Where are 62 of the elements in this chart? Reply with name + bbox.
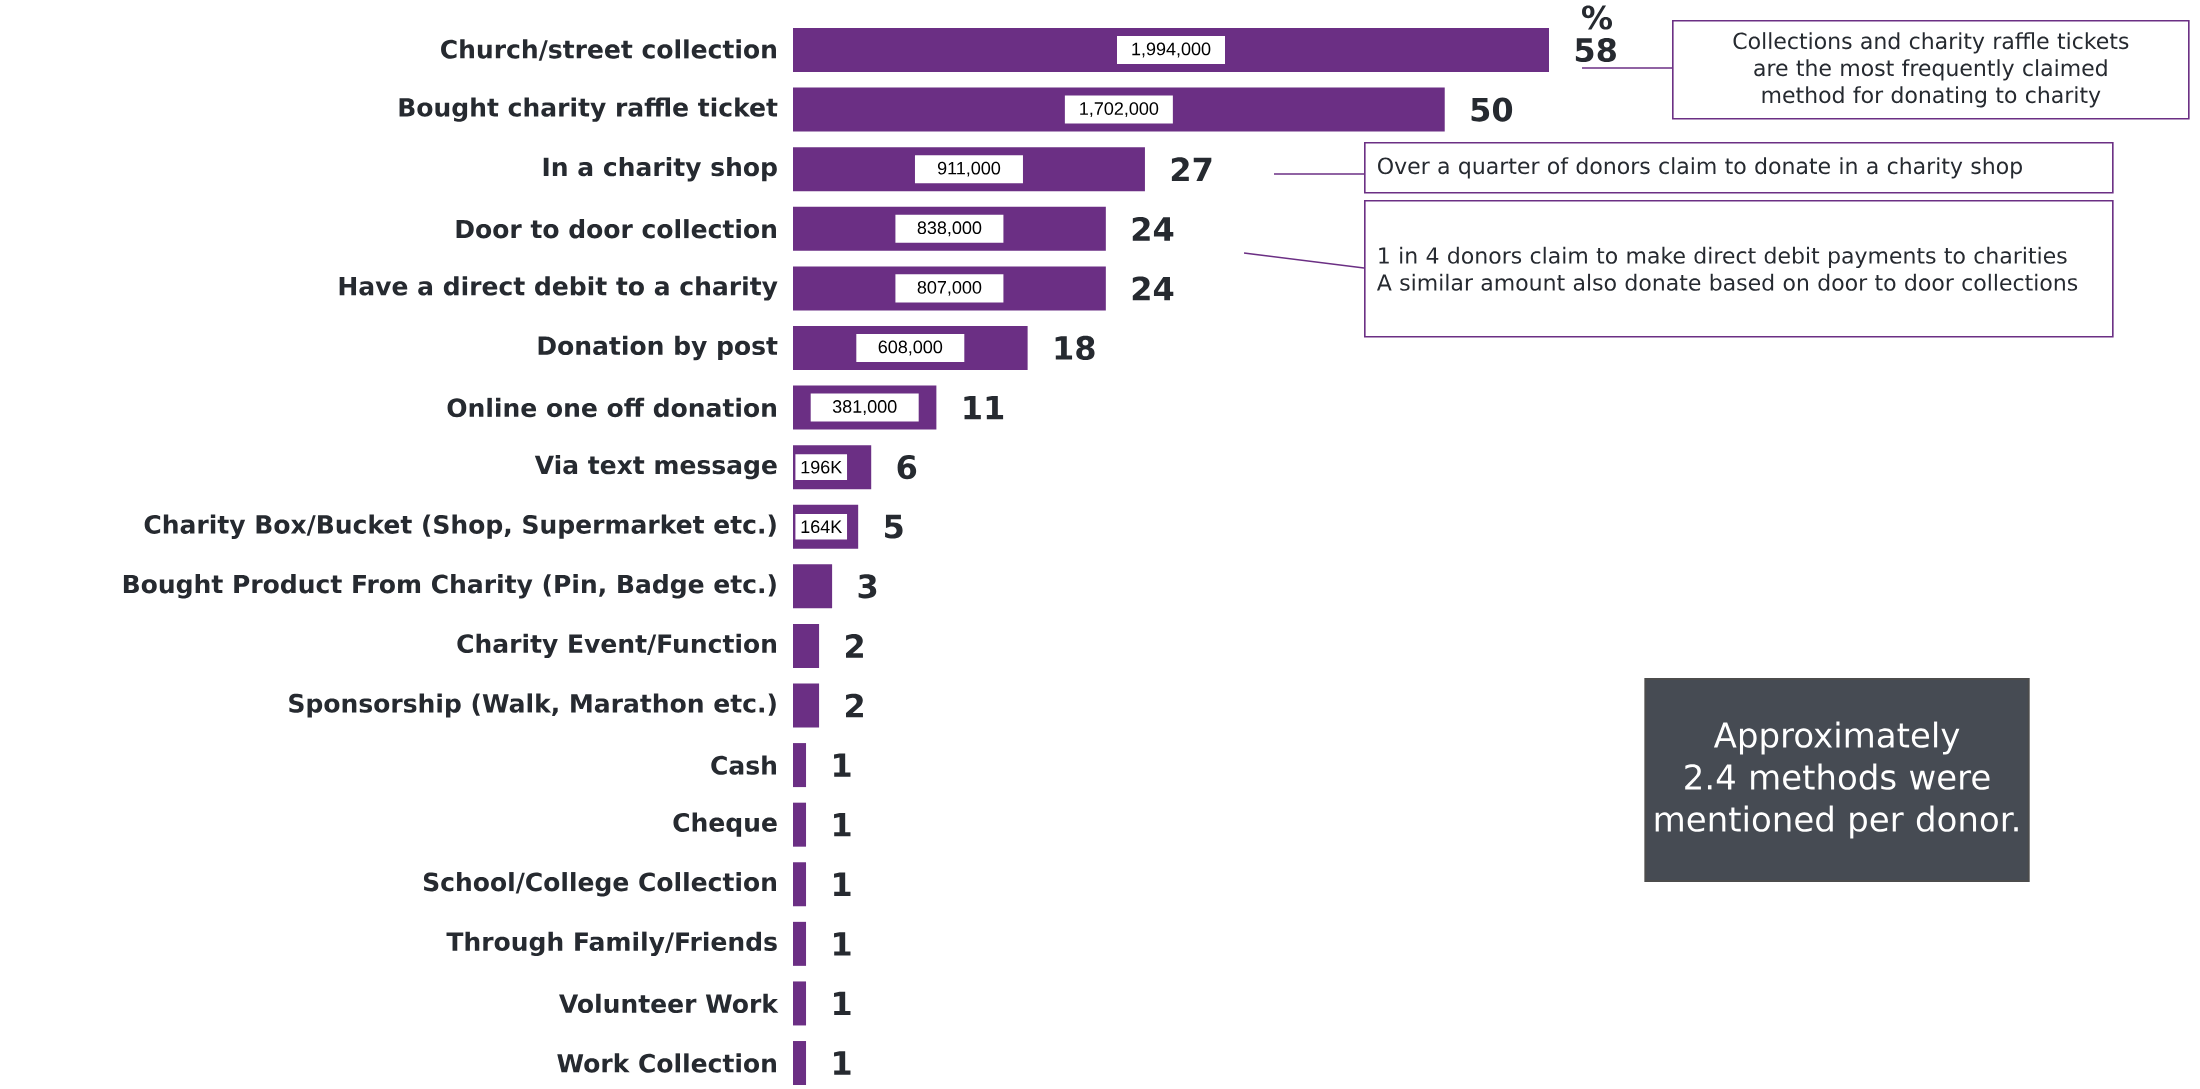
- y-tick-label: Bought charity raffle ticket: [399, 97, 778, 122]
- bar: [793, 981, 807, 1026]
- annotation: 838,000: [917, 221, 982, 237]
- data-label: 1: [834, 932, 851, 956]
- y-tick-label: Cash: [711, 755, 776, 775]
- y-tick-label: Through Family/Friends: [446, 931, 777, 957]
- annotation: 1,994,000: [1132, 42, 1211, 58]
- bar: [793, 921, 807, 966]
- data-label: 1: [834, 813, 851, 837]
- annotation: 608,000: [878, 340, 943, 356]
- bar: [793, 623, 820, 668]
- annotation: Over a quarter of donors claim to donate in a charity shop: [1378, 157, 2022, 179]
- y-tick-label: Work Collection: [557, 1053, 776, 1073]
- bar: [793, 743, 807, 788]
- y-tick-label: Cheque: [673, 812, 777, 837]
- y-tick-label: In a charity shop: [543, 156, 777, 182]
- bar: [793, 802, 807, 847]
- data-label: 6: [897, 455, 917, 480]
- y-tick-label: Online one off donation: [447, 397, 776, 418]
- x-axis-title: %: [1582, 5, 1613, 30]
- bar: [793, 1041, 807, 1086]
- y-tick-label: Volunteer Work: [559, 993, 779, 1014]
- text: Collections and charity raffle tickets are the most frequently claimed method for donating to charity: [1733, 32, 2129, 108]
- data-label: 11: [964, 395, 1004, 420]
- y-tick-label: Donation by post: [538, 335, 778, 361]
- y-tick-label: Church/street collection: [441, 39, 776, 61]
- data-label: 58: [1575, 37, 1616, 63]
- data-label: 1: [834, 872, 851, 896]
- data-label: 2: [846, 634, 863, 658]
- y-tick-label: Bought Product From Charity (Pin, Badge etc.): [123, 574, 776, 599]
- data-label: 27: [1171, 157, 1212, 182]
- y-tick-label: Have a direct debit to a charity: [339, 276, 778, 301]
- y-tick-label: Sponsorship (Walk, Marathon etc.): [289, 693, 776, 718]
- annotation: 1,702,000: [1080, 102, 1159, 118]
- annotation: 381,000: [832, 400, 897, 415]
- data-label: 18: [1055, 335, 1095, 361]
- y-tick-label: Via text message: [534, 454, 777, 480]
- bar: [793, 862, 807, 907]
- data-label: 50: [1471, 97, 1513, 122]
- data-label: 24: [1132, 216, 1174, 241]
- data-label: 5: [885, 514, 903, 539]
- annotation: A similar amount also donate based on door to door collections: [1376, 273, 2078, 291]
- y-tick-label: Door to door collection: [456, 219, 776, 239]
- bar: [793, 683, 820, 728]
- data-label: 24: [1132, 276, 1174, 301]
- bar: [793, 28, 1549, 73]
- annotation: 196K: [801, 460, 843, 474]
- annotation: 164K: [801, 520, 843, 534]
- data-label: 1: [834, 753, 851, 777]
- data-label: 3: [858, 574, 877, 599]
- bar: [793, 564, 833, 609]
- y-tick-label: Charity Event/Function: [457, 633, 777, 659]
- y-tick-label: School/College Collection: [423, 872, 776, 897]
- annotation: 807,000: [917, 280, 982, 296]
- data-label: 2: [846, 693, 863, 718]
- text: Approximately 2.4 methods were mentioned per donor.: [1655, 721, 2018, 839]
- data-label: 1: [834, 1051, 851, 1075]
- data-label: 1: [834, 991, 851, 1016]
- bar: [793, 87, 1445, 132]
- annotation: 911,000: [937, 161, 1001, 177]
- annotation: 1 in 4 donors claim to make direct debit payments to charities: [1379, 246, 2067, 269]
- y-tick-label: Charity Box/Bucket (Shop, Supermarket etc.): [144, 514, 776, 539]
